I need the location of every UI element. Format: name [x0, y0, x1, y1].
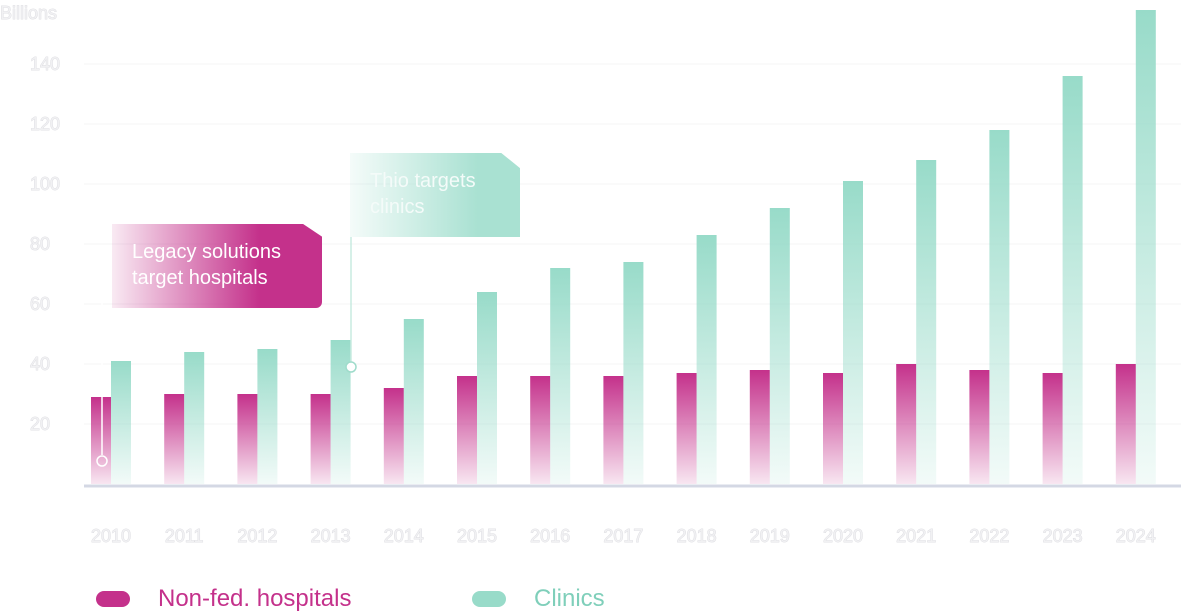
bar-clinics-2018	[696, 235, 717, 484]
bar-clinics-2023	[1062, 76, 1083, 484]
x-tick-label: 2015	[457, 526, 497, 546]
bar-hospitals-2012	[237, 394, 258, 484]
bar-clinics-2016	[550, 268, 571, 484]
bar-hospitals-2020	[823, 373, 843, 484]
callout-clinics: Thio targets clinics	[350, 153, 520, 237]
x-tick-label: 2011	[165, 526, 204, 546]
y-tick-label: 140	[30, 54, 60, 74]
bar-hospitals-2010	[91, 397, 111, 484]
bar-hospitals-2017	[603, 376, 624, 484]
bar-hospitals-2014	[383, 388, 404, 484]
bar-hospitals-2019	[749, 370, 770, 484]
callout-hospitals-marker	[96, 455, 108, 467]
bar-clinics-2017	[623, 262, 644, 484]
bar-hospitals-2018	[676, 373, 697, 484]
bar-hospitals-2022	[969, 370, 990, 484]
legend-swatch-hospitals	[96, 591, 130, 607]
bar-hospitals-2023	[1042, 373, 1063, 484]
bar-hospitals-2011	[164, 394, 185, 484]
bar-clinics-2019	[769, 208, 790, 484]
callout-hospitals: Legacy solutions target hospitals	[112, 224, 322, 308]
x-tick-label: 2023	[1043, 526, 1083, 546]
y-tick-label: 40	[30, 354, 50, 374]
bar-clinics-2020	[843, 181, 863, 484]
x-tick-label: 2017	[603, 526, 643, 546]
x-tick-label: 2013	[311, 526, 351, 546]
x-tick-label: 2016	[530, 526, 570, 546]
x-tick-label: 2010	[91, 526, 131, 546]
bar-clinics-2015	[477, 292, 497, 484]
callout-clinics-marker	[345, 361, 357, 373]
y-tick-label: 60	[30, 294, 50, 314]
bar-hospitals-2021	[896, 364, 917, 484]
bar-clinics-2011	[184, 352, 205, 484]
legend-label-hospitals: Non-fed. hospitals	[158, 585, 352, 612]
bar-clinics-2022	[989, 130, 1010, 484]
y-tick-label: 100	[30, 174, 60, 194]
bar-clinics-2013	[330, 340, 351, 484]
x-tick-label: 2020	[823, 526, 863, 546]
y-tick-label: 20	[30, 414, 50, 434]
bar-clinics-2012	[257, 349, 278, 484]
x-tick-label: 2022	[969, 526, 1009, 546]
y-tick-label: 120	[30, 114, 60, 134]
bar-clinics-2021	[916, 160, 937, 484]
legend-item-hospitals: Non-fed. hospitals	[96, 584, 351, 614]
y-axis-label: Billions	[0, 3, 57, 23]
x-tick-label: 2018	[677, 526, 717, 546]
bar-clinics-2010	[111, 361, 131, 484]
bar-hospitals-2016	[530, 376, 551, 484]
x-tick-label: 2012	[237, 526, 277, 546]
x-tick-label: 2019	[750, 526, 790, 546]
x-tick-label: 2021	[896, 526, 936, 546]
bar-hospitals-2015	[457, 376, 477, 484]
bar-clinics-2024	[1135, 10, 1156, 484]
legend-swatch-clinics	[472, 591, 506, 607]
legend-item-clinics: Clinics	[472, 584, 605, 614]
bar-hospitals-2024	[1115, 364, 1136, 484]
bar-clinics-2014	[403, 319, 424, 484]
x-tick-label: 2024	[1116, 526, 1156, 546]
y-tick-label: 80	[30, 234, 50, 254]
x-tick-label: 2014	[384, 526, 424, 546]
bar-hospitals-2013	[310, 394, 331, 484]
legend-label-clinics: Clinics	[534, 585, 605, 612]
